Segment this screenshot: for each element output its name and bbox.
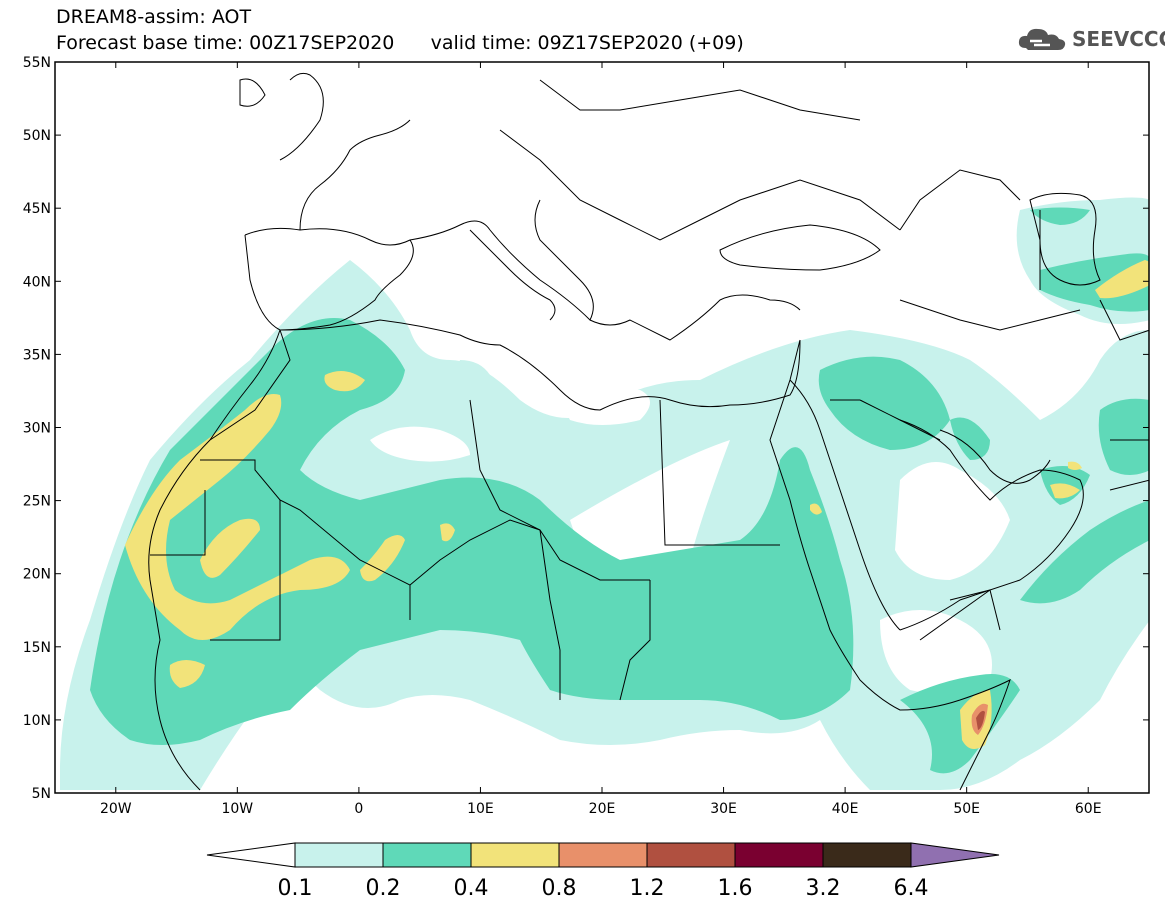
lon-tick-label: 10E bbox=[467, 801, 494, 817]
lat-tick-label: 45N bbox=[23, 201, 51, 217]
lat-tick-label: 15N bbox=[23, 640, 51, 656]
colorbar-swatch bbox=[558, 842, 648, 868]
latitude-axis: 55N 50N 45N 40N 35N 30N 25N 20N 15N 10N 5N bbox=[23, 55, 1149, 802]
lat-tick-label: 5N bbox=[32, 786, 51, 802]
aot-colorbar: 0.1 0.2 0.4 0.8 1.2 1.6 3.2 6.4 bbox=[206, 842, 1000, 901]
colorbar-swatch bbox=[470, 842, 560, 868]
lon-tick-label: 40E bbox=[832, 801, 859, 817]
lat-tick-label: 10N bbox=[23, 713, 51, 729]
map-subtitle: Forecast base time: 00Z17SEP2020 valid t… bbox=[56, 32, 744, 54]
aot-field bbox=[60, 197, 1149, 790]
lon-tick-label: 0 bbox=[354, 801, 363, 817]
colorbar-label: 6.4 bbox=[894, 876, 929, 901]
colorbar-label: 1.6 bbox=[718, 876, 753, 901]
logo-text: SEEVCCC bbox=[1072, 27, 1165, 51]
lat-tick-label: 30N bbox=[23, 421, 51, 437]
coastlines bbox=[148, 72, 1149, 791]
colorbar-over-arrow bbox=[910, 842, 1000, 868]
forecast-base-time: Forecast base time: 00Z17SEP2020 bbox=[56, 32, 395, 54]
lat-tick-label: 20N bbox=[23, 567, 51, 583]
colorbar-swatch bbox=[734, 842, 824, 868]
lat-tick-label: 50N bbox=[23, 128, 51, 144]
colorbar-label: 0.8 bbox=[542, 876, 577, 901]
lat-tick-label: 40N bbox=[23, 274, 51, 290]
lon-tick-label: 60E bbox=[1075, 801, 1102, 817]
valid-time: valid time: 09Z17SEP2020 (+09) bbox=[430, 32, 744, 54]
lon-tick-label: 50E bbox=[953, 801, 980, 817]
colorbar-label: 3.2 bbox=[806, 876, 841, 901]
map-title: DREAM8-assim: AOT bbox=[56, 6, 252, 28]
longitude-axis: 20W 10W 0 10E 20E 30E 40E 50E 60E bbox=[100, 62, 1102, 817]
lat-tick-label: 25N bbox=[23, 494, 51, 510]
lat-tick-label: 35N bbox=[23, 347, 51, 363]
colorbar-label: 0.2 bbox=[366, 876, 401, 901]
colorbar-label: 0.4 bbox=[454, 876, 489, 901]
colorbar-under-arrow bbox=[206, 842, 296, 868]
lon-tick-label: 20W bbox=[100, 801, 132, 817]
cloud-logo-icon bbox=[1018, 28, 1066, 50]
colorbar-swatch bbox=[646, 842, 736, 868]
colorbar-swatch bbox=[294, 842, 384, 868]
lon-tick-label: 20E bbox=[589, 801, 616, 817]
colorbar-label: 0.1 bbox=[278, 876, 313, 901]
lon-tick-label: 30E bbox=[710, 801, 737, 817]
lat-tick-label: 55N bbox=[23, 55, 51, 71]
colorbar-label: 1.2 bbox=[630, 876, 665, 901]
seevccc-logo: SEEVCCC bbox=[1016, 22, 1165, 56]
colorbar-swatch bbox=[382, 842, 472, 868]
colorbar-swatch bbox=[822, 842, 912, 868]
lon-tick-label: 10W bbox=[221, 801, 253, 817]
